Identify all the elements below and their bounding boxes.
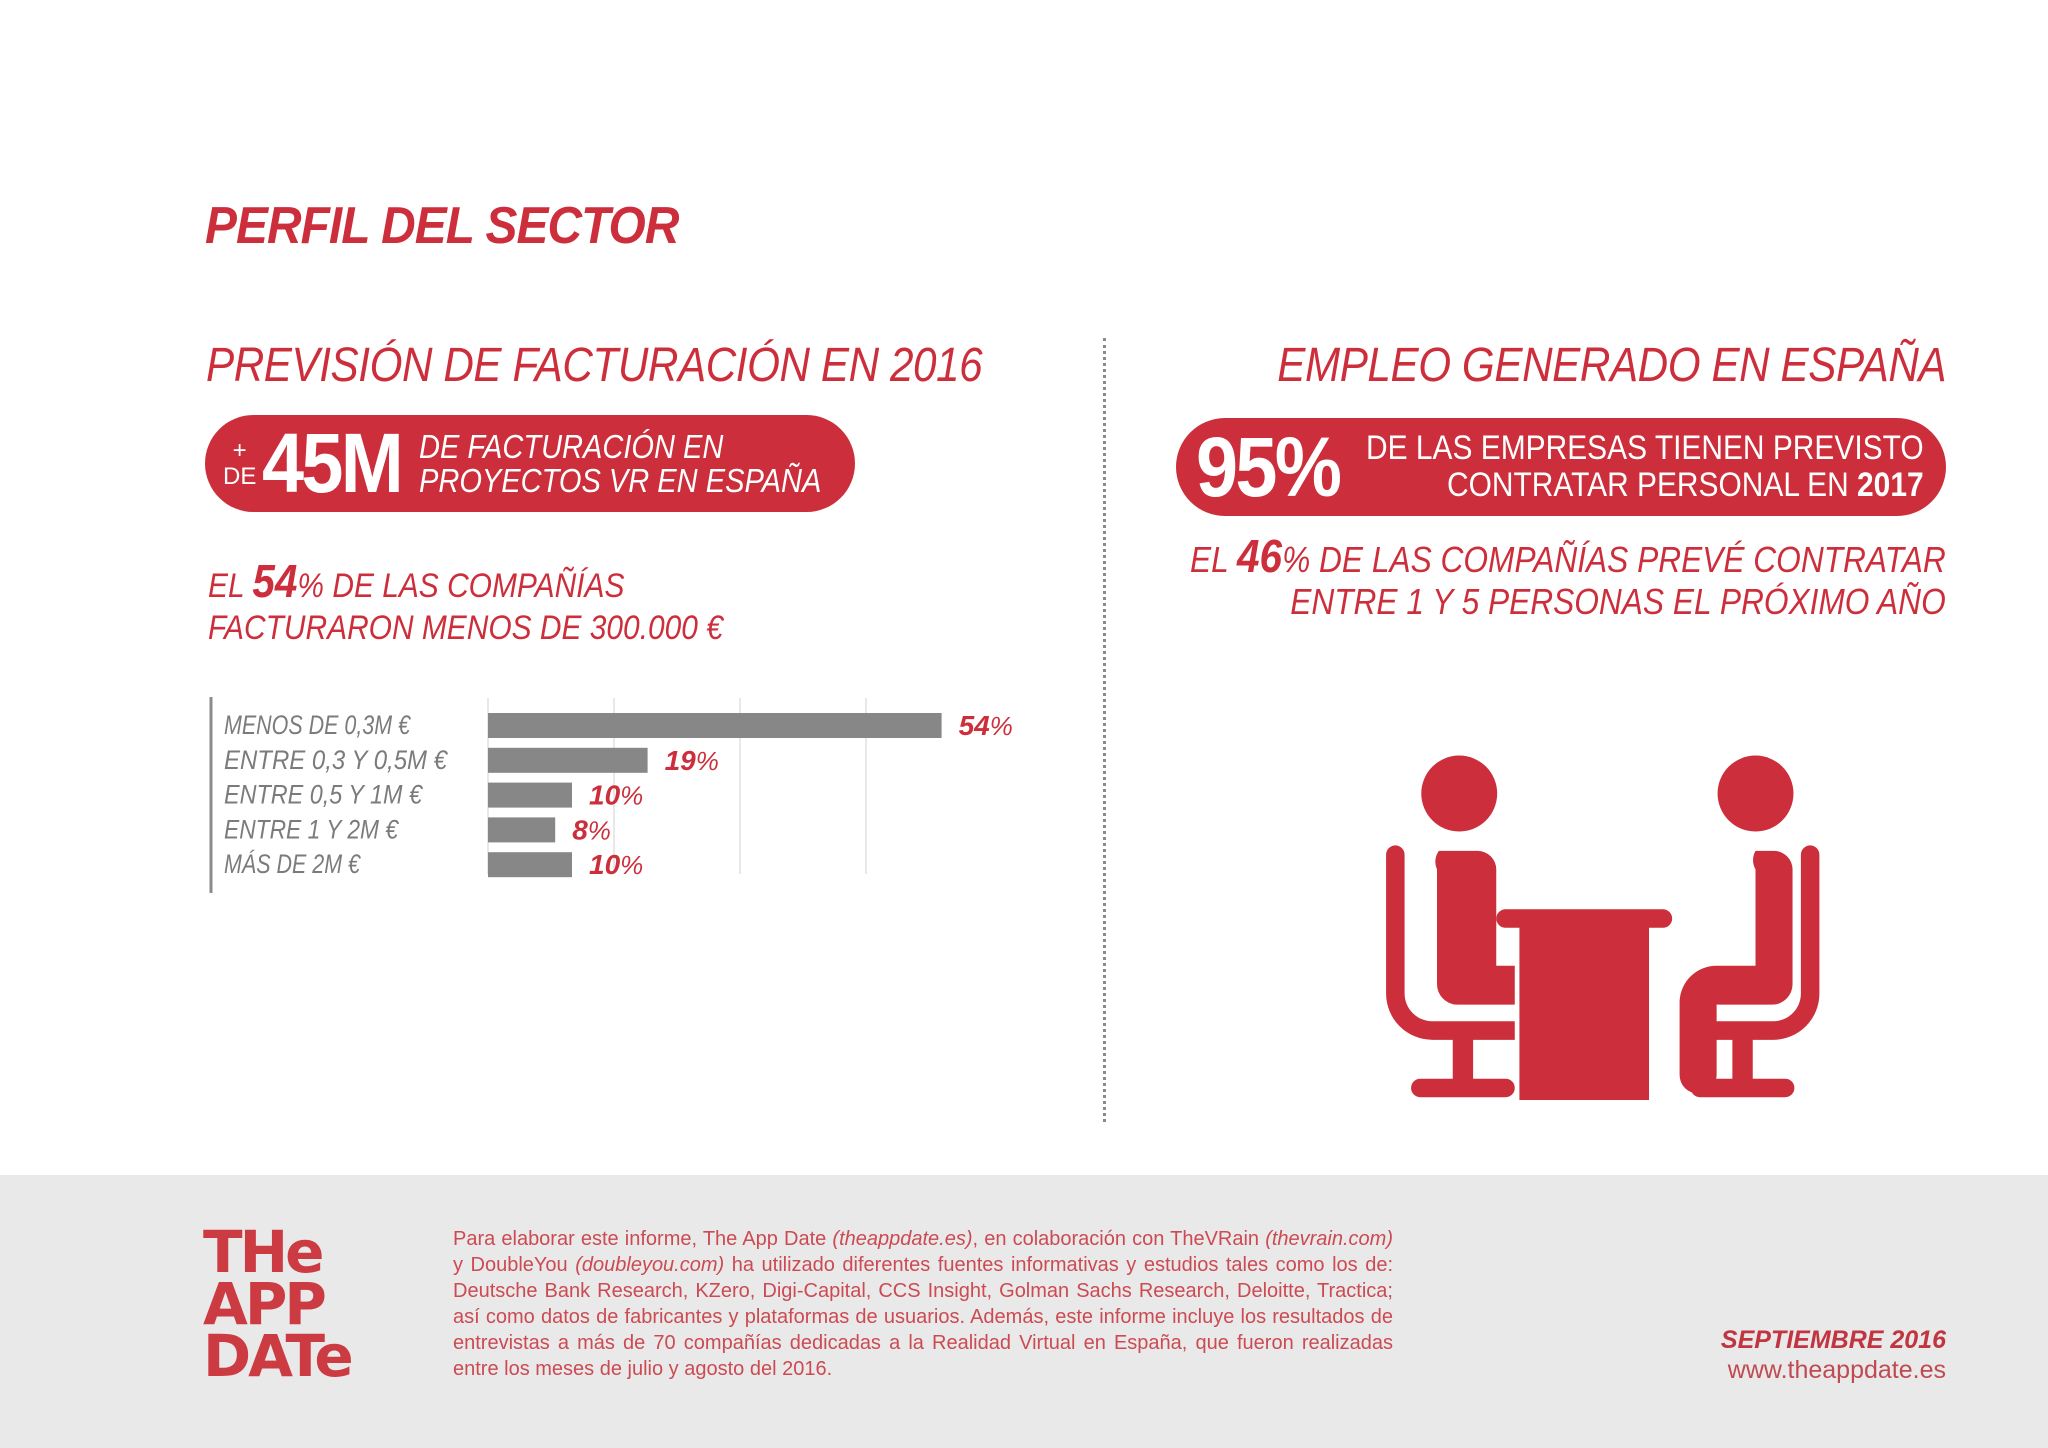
category-label: MENOS DE 0,3M € — [224, 710, 412, 740]
page-title: PERFIL DEL SECTOR — [205, 197, 679, 255]
logo-line-2: APP — [203, 1270, 327, 1338]
paragraph-text: ha utilizado diferentes fuentes informat… — [453, 1254, 1394, 1380]
table-icon — [1496, 909, 1673, 1100]
left-person-head-icon — [1421, 755, 1498, 832]
value-label: 54% — [959, 710, 1013, 741]
stat-line2: FACTURARON MENOS DE 300.000 € — [208, 609, 723, 647]
hiring-stat-prefix: EL — [1190, 539, 1229, 580]
value-unit: % — [620, 850, 643, 880]
website-link[interactable]: www.theappdate.es — [1727, 1356, 1946, 1384]
bar — [488, 713, 942, 738]
value-number: 19 — [665, 745, 697, 776]
revenue-description-line1: DE FACTURACIÓN EN — [418, 427, 724, 465]
stat-prefix: EL — [208, 567, 245, 605]
left-chair-icon — [1386, 845, 1515, 1098]
category-label: MÁS DE 2M € — [224, 849, 362, 879]
chart-bars: MENOS DE 0,3M € 54% ENTRE 0,3 Y 0,5M € 19% E… — [224, 710, 1013, 880]
sources-paragraph: Para elaborar este informe, The App Date… — [453, 1226, 1393, 1382]
billing-forecast-heading: PREVISIÓN DE FACTURACIÓN EN 2016 — [206, 339, 983, 392]
billing-bar-chart: MENOS DE 0,3M € 54% ENTRE 0,3 Y 0,5M € 19% E… — [209, 697, 1013, 893]
hiring-description-line1: DE LAS EMPRESAS TIENEN PREVISTO — [1366, 429, 1924, 467]
hiring-stat-value: 46 — [1237, 530, 1283, 582]
footer — [0, 1175, 2048, 1448]
hiring-stat-line2: ENTRE 1 Y 5 PERSONAS EL PRÓXIMO AÑO — [1290, 581, 1946, 622]
stat-value: 54 — [252, 555, 298, 607]
plus-sign: + — [232, 436, 247, 464]
hiring-description: DE LAS EMPRESAS TIENEN PREVISTO CONTRATA… — [1366, 430, 1924, 504]
publication-date: SEPTIEMBRE 2016 — [1720, 1326, 1946, 1354]
source-link: (thevrain.com) — [1265, 1228, 1393, 1250]
value-unit: % — [588, 815, 611, 845]
left-person-body-icon — [1435, 850, 1515, 1005]
value-unit: % — [620, 781, 643, 811]
plus-de-label: + DE — [223, 436, 257, 490]
hiring-stat: EL 46% DE LAS COMPAÑÍAS PREVÉ CONTRATAR … — [1190, 533, 1946, 623]
employment-heading: EMPLEO GENERADO EN ESPAÑA — [1277, 339, 1946, 392]
revenue-description: DE FACTURACIÓN EN PROYECTOS VR EN ESPAÑA — [418, 427, 822, 499]
revenue-description-line2: PROYECTOS VR EN ESPAÑA — [418, 461, 822, 499]
value-label: 8% — [572, 814, 611, 845]
hiring-pill: 95% DE LAS EMPRESAS TIENEN PREVISTO CONT… — [1176, 418, 1946, 516]
bar — [488, 852, 572, 878]
companies-billing-stat: EL 54% DE LAS COMPAÑÍAS FACTURARON MENOS… — [208, 558, 723, 649]
revenue-pill: + DE 45M DE FACTURACIÓN EN PROYECTOS VR … — [205, 415, 855, 512]
value-label: 10% — [589, 849, 643, 880]
value-unit: % — [696, 746, 719, 776]
value-label: 10% — [589, 780, 643, 811]
bar — [488, 817, 556, 843]
bar — [488, 782, 572, 808]
bar — [488, 747, 648, 773]
right-chair-icon — [1690, 845, 1820, 1098]
paragraph-text: Para elaborar este informe, The App Date — [453, 1228, 833, 1250]
logo-line-1: THe — [203, 1218, 324, 1286]
meeting-people-table-icon — [1386, 755, 1820, 1100]
value-number: 10 — [589, 780, 621, 811]
de-label: DE — [223, 462, 257, 490]
category-label: ENTRE 0,5 Y 1M € — [224, 780, 424, 810]
right-person-head-icon — [1717, 755, 1794, 832]
column-divider — [1103, 338, 1106, 1122]
hiring-year: 2017 — [1857, 466, 1924, 504]
paragraph-text: y DoubleYou — [453, 1254, 576, 1276]
the-app-date-logo: THe APP DATe — [203, 1218, 375, 1390]
revenue-value: 45M — [262, 416, 404, 510]
hiring-value: 95% — [1196, 419, 1342, 514]
value-label: 19% — [665, 745, 719, 776]
logo-line-3: DATe — [203, 1322, 354, 1390]
value-number: 54 — [959, 710, 991, 741]
category-label: ENTRE 1 Y 2M € — [224, 814, 400, 844]
paragraph-text: , en colaboración con TheVRain — [972, 1228, 1266, 1250]
category-label: ENTRE 0,3 Y 0,5M € — [224, 745, 449, 775]
source-link: (theappdate.es) — [832, 1228, 973, 1250]
value-number: 10 — [589, 849, 621, 880]
value-number: 8 — [572, 814, 588, 845]
value-unit: % — [990, 711, 1013, 741]
source-link: (doubleyou.com) — [575, 1254, 725, 1276]
stat-suffix: % DE LAS COMPAÑÍAS — [297, 567, 625, 605]
hiring-description-line2: CONTRATAR PERSONAL EN — [1447, 466, 1850, 504]
hiring-stat-suffix: % DE LAS COMPAÑÍAS PREVÉ CONTRATAR — [1282, 539, 1946, 580]
